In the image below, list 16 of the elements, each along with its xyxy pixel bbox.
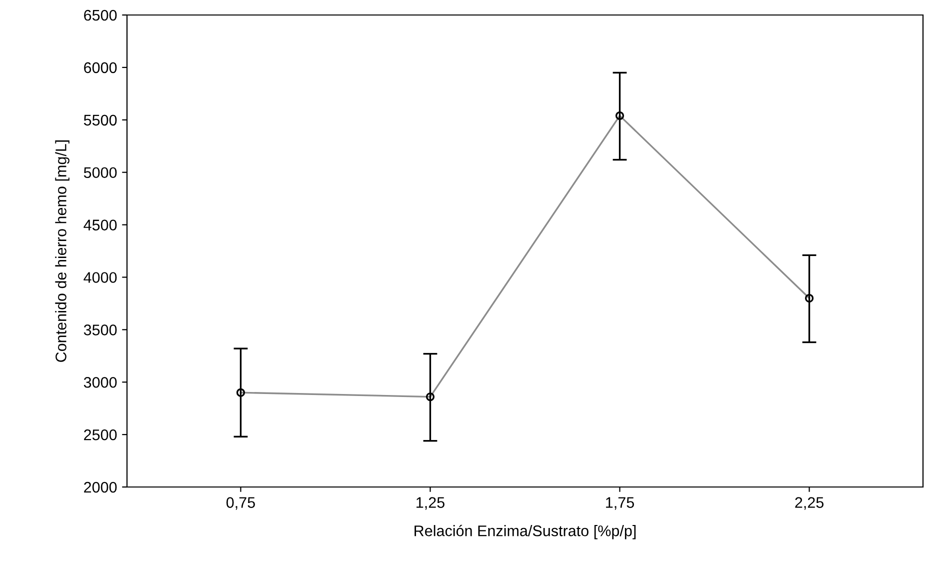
- x-tick-label: 1,25: [416, 497, 444, 510]
- y-tick-label: 5500: [84, 114, 117, 126]
- y-tick-label: 3000: [84, 376, 117, 388]
- y-tick-label: 2000: [84, 482, 117, 493]
- y-axis-title: Contenido de hierro hemo [mg/L]: [55, 140, 70, 362]
- y-tick-label: 3500: [84, 324, 117, 336]
- y-tick-label: 5000: [84, 167, 117, 178]
- y-tick-label: 6000: [84, 62, 117, 74]
- y-tick-label: 4500: [84, 220, 117, 230]
- x-tick-label: 1,75: [606, 497, 634, 510]
- y-tick-label: 2500: [84, 429, 117, 440]
- y-tick-label: 6500: [84, 10, 117, 21]
- y-tick-label: 4000: [84, 272, 117, 283]
- x-axis-title: Relación Enzima/Sustrato [%p/p]: [414, 524, 636, 540]
- x-tick-label: 2,25: [795, 497, 824, 510]
- x-tick-label: 0,75: [226, 497, 255, 510]
